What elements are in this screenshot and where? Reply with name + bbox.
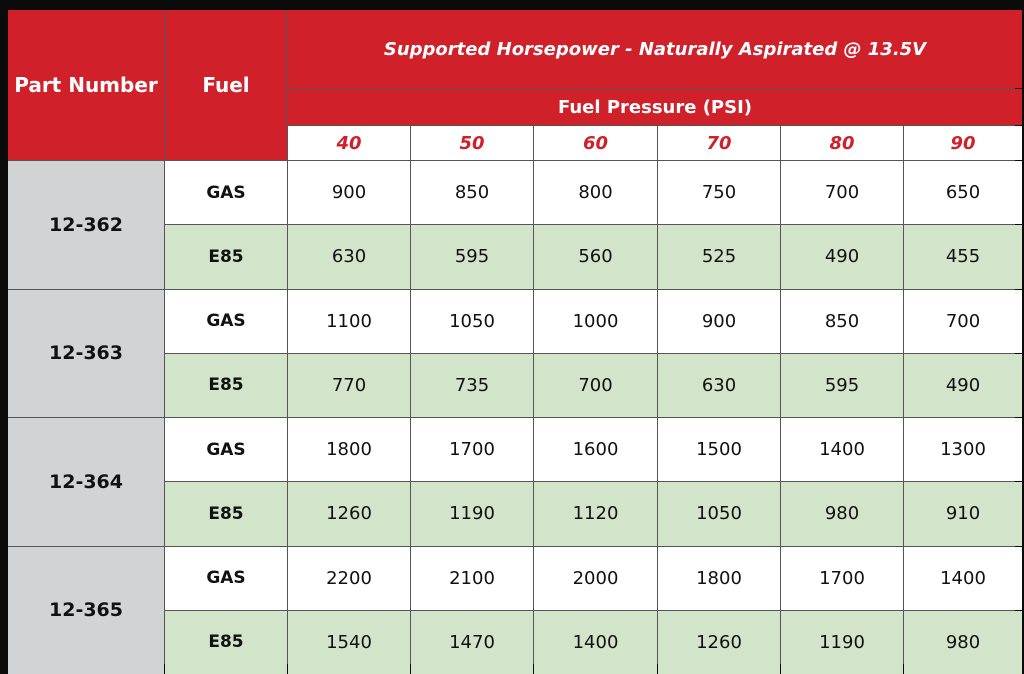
hp-cell: 770	[288, 353, 410, 417]
hp-cell: 1300	[904, 418, 1022, 482]
hp-cell: 850	[411, 161, 533, 225]
hp-cell: 750	[658, 161, 780, 225]
hp-cell: 1260	[288, 482, 410, 546]
table-title: Supported Horsepower - Naturally Aspirat…	[288, 10, 1022, 88]
hp-cell: 1260	[658, 610, 780, 674]
fuel-cell-gas: GAS	[165, 418, 287, 482]
hp-cell: 455	[904, 225, 1022, 289]
hp-cell: 700	[781, 161, 903, 225]
fuel-pressure-header: Fuel Pressure (PSI)	[288, 89, 1022, 125]
hp-cell: 490	[904, 353, 1022, 417]
hp-cell: 980	[781, 482, 903, 546]
hp-cell: 980	[904, 610, 1022, 674]
hp-cell: 900	[288, 161, 410, 225]
hp-cell: 1800	[288, 418, 410, 482]
pressure-header: 50	[411, 126, 533, 160]
hp-cell: 490	[781, 225, 903, 289]
part-number-cell: 12-363	[8, 289, 164, 417]
hp-cell: 2200	[288, 546, 410, 610]
hp-cell: 1050	[658, 482, 780, 546]
hp-cell: 1700	[411, 418, 533, 482]
fuel-cell-gas: GAS	[165, 161, 287, 225]
part-number-cell: 12-365	[8, 546, 164, 674]
hp-cell: 1800	[658, 546, 780, 610]
hp-cell: 850	[781, 289, 903, 353]
pressure-header: 40	[288, 126, 410, 160]
fuel-cell-e85: E85	[165, 353, 287, 417]
hp-cell: 595	[411, 225, 533, 289]
fuel-cell-e85: E85	[165, 482, 287, 546]
hp-cell: 1500	[658, 418, 780, 482]
hp-cell: 700	[534, 353, 657, 417]
hp-cell: 1600	[534, 418, 657, 482]
fuel-cell-e85: E85	[165, 225, 287, 289]
fuel-cell-e85: E85	[165, 610, 287, 674]
hp-cell: 595	[781, 353, 903, 417]
hp-cell: 630	[658, 353, 780, 417]
part-number-cell: 12-362	[8, 161, 164, 289]
hp-cell: 1100	[288, 289, 410, 353]
hp-cell: 630	[288, 225, 410, 289]
hp-cell: 735	[411, 353, 533, 417]
pressure-header: 60	[534, 126, 657, 160]
fuel-cell-gas: GAS	[165, 546, 287, 610]
pressure-header: 70	[658, 126, 780, 160]
hp-cell: 2000	[534, 546, 657, 610]
hp-cell: 1400	[781, 418, 903, 482]
part-number-header: Part Number	[8, 10, 164, 160]
hp-cell: 700	[904, 289, 1022, 353]
hp-cell: 2100	[411, 546, 533, 610]
pressure-header: 90	[904, 126, 1022, 160]
hp-cell: 525	[658, 225, 780, 289]
fuel-header: Fuel	[165, 10, 287, 160]
hp-cell: 1400	[534, 610, 657, 674]
part-number-cell: 12-364	[8, 418, 164, 546]
hp-cell: 1000	[534, 289, 657, 353]
hp-cell: 900	[658, 289, 780, 353]
hp-cell: 1470	[411, 610, 533, 674]
horsepower-table: Part Number Fuel Supported Horsepower - …	[8, 10, 1022, 674]
hp-cell: 1190	[781, 610, 903, 674]
hp-cell: 910	[904, 482, 1022, 546]
hp-cell: 1400	[904, 546, 1022, 610]
hp-cell: 800	[534, 161, 657, 225]
hp-cell: 1120	[534, 482, 657, 546]
hp-cell: 1700	[781, 546, 903, 610]
hp-cell: 650	[904, 161, 1022, 225]
fuel-cell-gas: GAS	[165, 289, 287, 353]
hp-cell: 1050	[411, 289, 533, 353]
hp-cell: 560	[534, 225, 657, 289]
pressure-header: 80	[781, 126, 903, 160]
hp-cell: 1190	[411, 482, 533, 546]
hp-cell: 1540	[288, 610, 410, 674]
